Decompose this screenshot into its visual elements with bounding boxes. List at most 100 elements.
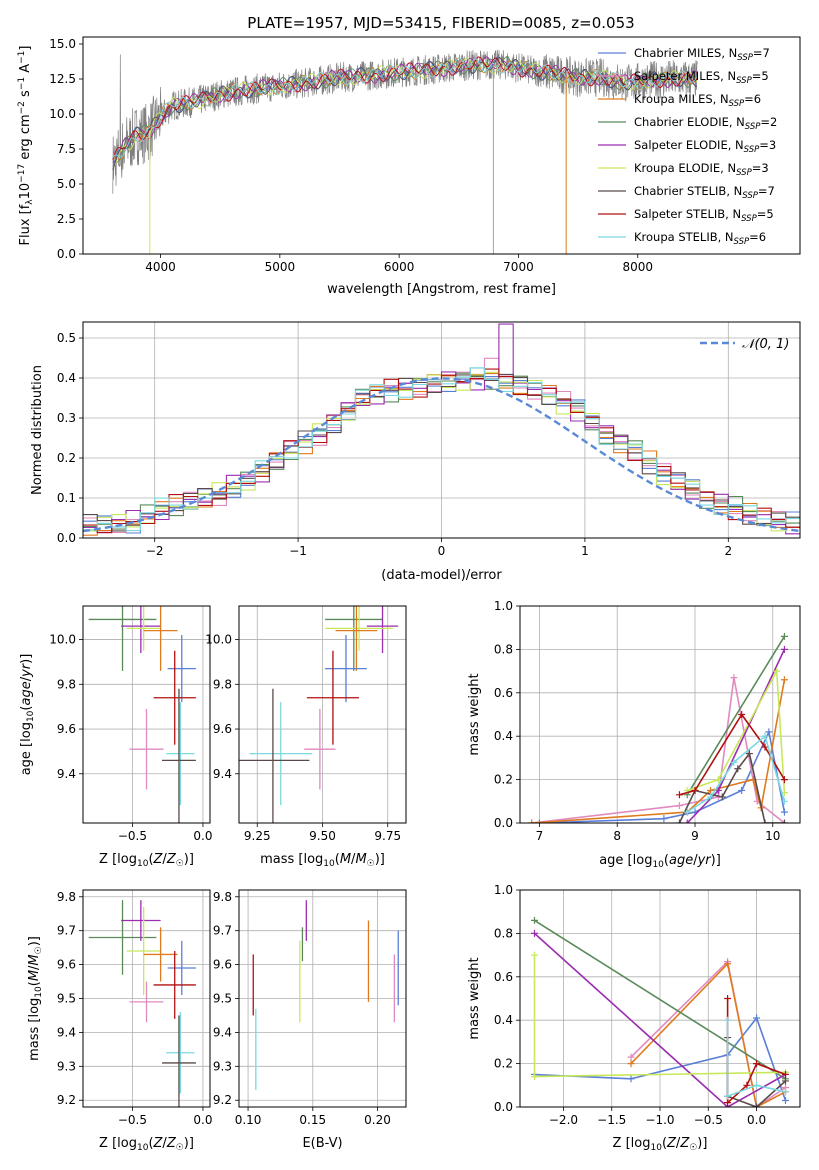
x-tick-label: 5000 xyxy=(265,260,296,274)
label-part: )] xyxy=(184,1136,194,1151)
weight-marker-SE xyxy=(683,819,691,823)
legend-entry-CE: Chabrier ELODIE, NSSP=2 xyxy=(634,115,777,132)
axes-frame xyxy=(238,605,407,824)
weight-marker-CM xyxy=(753,1014,761,1022)
weight-marker-KS xyxy=(780,797,788,805)
x-axis-label: mass [log10(M/M☉)] xyxy=(260,852,385,869)
label-part: ☉ xyxy=(367,859,375,869)
label-part: ☉ xyxy=(689,1143,697,1153)
legend-text: =7 xyxy=(758,184,775,198)
weight-marker-KM xyxy=(528,819,536,823)
x-tick-label: 9 xyxy=(691,829,699,843)
label-part: 10 xyxy=(137,1143,149,1153)
weight-marker-KM xyxy=(724,960,732,968)
y-tick-label: 9.8 xyxy=(213,890,232,904)
label-part: A xyxy=(18,64,33,77)
x-axis-label: wavelength [Angstrom, rest frame] xyxy=(327,282,556,297)
weight-marker-SS xyxy=(738,711,746,718)
y-tick-label: 0.1 xyxy=(57,491,76,505)
weight-line-KS xyxy=(726,1020,786,1098)
weight-marker-CM xyxy=(660,815,668,823)
weight-marker-SM xyxy=(675,802,683,810)
legend-entry-SE: Salpeter ELODIE, NSSP=3 xyxy=(634,138,776,155)
y-tick-label: 10.0 xyxy=(49,633,76,647)
label-part: 10 xyxy=(26,710,36,722)
weight-marker-KM xyxy=(627,1060,635,1068)
panel-residuals: −2 −1 0 1 2 0.0 0.1 0.2 0.3 0.4 0.5 𝒩(0, 1) (data-mo… xyxy=(30,321,801,583)
legend-text: Kroupa MILES, N xyxy=(634,92,729,106)
x-tick-label: −1.5 xyxy=(597,1113,626,1127)
axes-frame xyxy=(82,605,211,824)
y-tick-label: 0.6 xyxy=(494,686,513,700)
legend-entry-SS: Salpeter STELIB, NSSP=5 xyxy=(634,207,774,224)
weight-line-KM xyxy=(531,679,786,823)
label-part: erg cm xyxy=(18,114,33,163)
weight-line-KM xyxy=(630,962,786,1107)
weight-marker-CE xyxy=(780,632,788,640)
x-tick-label: −0.5 xyxy=(118,1113,147,1127)
x-tick-label: 2 xyxy=(724,544,732,558)
y-axis-label: age [log10(age/yr)] xyxy=(19,654,36,776)
weight-marker-SS xyxy=(743,1081,751,1089)
legend-text: Kroupa STELIB, N xyxy=(634,230,734,244)
legend-text: =3 xyxy=(752,161,769,175)
legend-text: =2 xyxy=(760,115,777,129)
weight-marker-SS xyxy=(724,995,732,1002)
histogram-CS xyxy=(83,373,800,532)
label-part: / xyxy=(162,1136,167,1151)
legend-entry-CS: Chabrier STELIB, NSSP=7 xyxy=(634,184,775,201)
legend-sub: SSP xyxy=(729,99,745,109)
weight-marker-SS xyxy=(780,776,788,784)
y-tick-label: 0.2 xyxy=(494,773,513,787)
weight-marker-KS xyxy=(724,1016,732,1024)
legend-entry-SM: Salpeter MILES, NSSP=5 xyxy=(634,69,769,86)
label-part: / xyxy=(27,965,42,970)
y-tick-label: 0.3 xyxy=(57,411,76,425)
x-tick-label: 7000 xyxy=(503,260,534,274)
weight-marker-CM xyxy=(535,819,543,823)
label-part: )] xyxy=(375,852,385,867)
weight-marker-KE xyxy=(530,951,538,959)
label-part: / xyxy=(19,676,34,681)
y-tick-label: 10.0 xyxy=(49,107,76,121)
weight-marker-CS xyxy=(734,765,742,773)
weight-marker-CS xyxy=(718,793,726,801)
y-tick-label: 9.5 xyxy=(57,992,76,1006)
y-tick-label: 9.2 xyxy=(57,1093,76,1107)
label-part: / xyxy=(351,852,356,867)
weight-marker-CM xyxy=(780,808,788,816)
y-tick-label: 9.8 xyxy=(57,890,76,904)
label-part: )] xyxy=(697,1136,707,1151)
label-part: Flux [f xyxy=(18,204,33,245)
x-tick-label: −1.0 xyxy=(645,1113,674,1127)
label-part: )] xyxy=(184,852,194,867)
axes-frame xyxy=(82,36,801,255)
label-part: yr xyxy=(19,662,34,678)
y-tick-label: 1.0 xyxy=(494,883,513,897)
panel-mass-vs-Z: −0.5 0.09.29.39.49.59.69.79.8Z [log10(Z/Z… xyxy=(27,889,212,1153)
y-tick-label: 9.8 xyxy=(213,677,232,691)
x-tick-label: −2.0 xyxy=(549,1113,578,1127)
legend-text: =3 xyxy=(759,138,776,152)
x-tick-label: 9.25 xyxy=(244,829,271,843)
weight-marker-CE xyxy=(530,916,538,924)
weight-marker-KE xyxy=(714,776,722,784)
x-tick-label: 4000 xyxy=(145,260,176,274)
weight-marker-SS xyxy=(691,786,699,794)
legend-text: =5 xyxy=(757,207,774,221)
label-part: )] xyxy=(711,853,721,868)
y-tick-label: 0.0 xyxy=(494,1100,513,1114)
label-part: −1 xyxy=(17,51,27,64)
label-part: M xyxy=(355,852,366,867)
x-axis-label: (data-model)/error xyxy=(381,568,502,583)
y-tick-label: 1.0 xyxy=(494,599,513,613)
label-part: s xyxy=(18,90,33,101)
weight-marker-CM xyxy=(782,1096,790,1104)
x-tick-label: 9.75 xyxy=(374,829,401,843)
y-tick-label: 12.5 xyxy=(49,72,76,86)
label-part: 10 xyxy=(652,860,664,870)
x-tick-label: 0.0 xyxy=(193,1113,212,1127)
axes-frame xyxy=(519,889,801,1108)
x-tick-label: −0.5 xyxy=(118,829,147,843)
